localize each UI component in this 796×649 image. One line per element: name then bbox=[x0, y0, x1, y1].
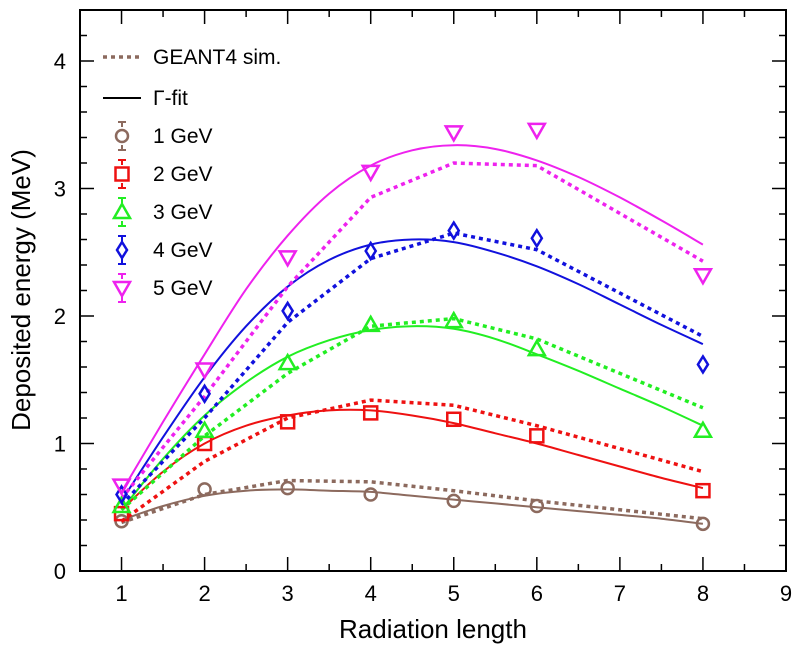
data-point-2-gev bbox=[279, 414, 296, 430]
x-tick-label: 6 bbox=[531, 581, 543, 606]
y-tick-label: 0 bbox=[54, 559, 66, 584]
legend-marker-bg bbox=[113, 241, 131, 259]
legend-marker-bg bbox=[113, 279, 131, 297]
data-point-3-gev bbox=[277, 352, 298, 371]
data-point-4-gev bbox=[447, 220, 461, 241]
fit-line-3-gev bbox=[120, 325, 704, 511]
data-point-1-gev bbox=[529, 498, 545, 514]
legend-marker-diamond bbox=[115, 239, 129, 261]
data-point-4-gev bbox=[364, 240, 378, 262]
data-point-3-gev bbox=[360, 314, 381, 333]
x-tick-label: 2 bbox=[198, 581, 210, 606]
y-tick-label: 3 bbox=[54, 177, 66, 202]
y-tick-label: 1 bbox=[54, 432, 66, 457]
data-point-1-gev bbox=[280, 480, 295, 496]
data-point-5-gev bbox=[111, 478, 132, 497]
sim-line-4-gev bbox=[120, 231, 704, 506]
legend-series-label: 5 GeV bbox=[153, 277, 213, 300]
legend-series-label: 1 GeV bbox=[153, 125, 213, 148]
y-axis-title: Deposited energy (MeV) bbox=[6, 149, 36, 431]
legend-marker bbox=[113, 239, 131, 261]
data-point-1-gev bbox=[695, 516, 711, 532]
x-axis-title: Radiation length bbox=[339, 614, 527, 644]
legend-marker bbox=[111, 201, 133, 221]
data-point-3-gev bbox=[526, 338, 547, 357]
data-point-3-gev bbox=[194, 420, 215, 438]
legend-series-label: 4 GeV bbox=[153, 239, 213, 262]
x-tick-label: 8 bbox=[697, 581, 709, 606]
data-point-4-gev bbox=[198, 383, 212, 405]
y-tick-label: 4 bbox=[54, 49, 66, 74]
legend-marker-triangle-up bbox=[111, 201, 133, 220]
x-tick-label: 9 bbox=[780, 581, 792, 606]
legend-marker-bg bbox=[113, 165, 131, 183]
legend-marker bbox=[111, 279, 133, 299]
y-tick-label: 2 bbox=[54, 304, 66, 329]
data-point-3-gev bbox=[443, 310, 464, 329]
legend-sim-label: GEANT4 sim. bbox=[153, 46, 281, 69]
data-point-2-gev bbox=[362, 405, 379, 421]
x-tick-label: 5 bbox=[448, 581, 460, 606]
legend-marker-bg bbox=[113, 203, 131, 221]
data-point-5-gev bbox=[692, 267, 714, 286]
data-point-5-gev bbox=[443, 125, 464, 143]
x-tick-label: 1 bbox=[115, 581, 127, 606]
x-tick-label: 7 bbox=[614, 581, 626, 606]
data-point-2-gev bbox=[113, 505, 130, 522]
legend-marker-circle bbox=[114, 128, 130, 144]
data-point-3-gev bbox=[111, 495, 132, 514]
legend-marker bbox=[113, 127, 131, 145]
data-point-1-gev bbox=[363, 487, 378, 502]
legend-series-label: 3 GeV bbox=[153, 201, 213, 224]
data-point-5-gev bbox=[526, 122, 547, 141]
data-point-4-gev bbox=[115, 484, 129, 505]
data-point-1-gev bbox=[446, 493, 462, 509]
legend-fit-label: Γ-fit bbox=[153, 87, 188, 110]
data-point-2-gev bbox=[529, 428, 545, 444]
fit-line-5-gev bbox=[120, 144, 704, 493]
data-point-5-gev bbox=[277, 250, 298, 268]
data-point-4-gev bbox=[281, 300, 295, 322]
data-point-2-gev bbox=[446, 411, 462, 428]
data-point-5-gev bbox=[194, 362, 215, 381]
legend-marker-square bbox=[114, 166, 130, 182]
sim-line-2-gev bbox=[120, 398, 704, 523]
x-tick-label: 3 bbox=[282, 581, 294, 606]
legend-marker bbox=[113, 165, 131, 183]
sim-line-5-gev bbox=[120, 161, 704, 500]
data-point-3-gev bbox=[692, 420, 714, 438]
legend-marker-triangle-down bbox=[111, 280, 133, 299]
data-point-2-gev bbox=[695, 482, 711, 499]
data-point-5-gev bbox=[360, 164, 381, 183]
x-tick-label: 4 bbox=[365, 581, 377, 606]
fit-line-2-gev bbox=[120, 408, 704, 511]
data-point-1-gev bbox=[197, 482, 212, 497]
data-point-4-gev bbox=[696, 354, 710, 375]
data-point-4-gev bbox=[530, 227, 544, 249]
legend-series-label: 2 GeV bbox=[153, 163, 213, 186]
